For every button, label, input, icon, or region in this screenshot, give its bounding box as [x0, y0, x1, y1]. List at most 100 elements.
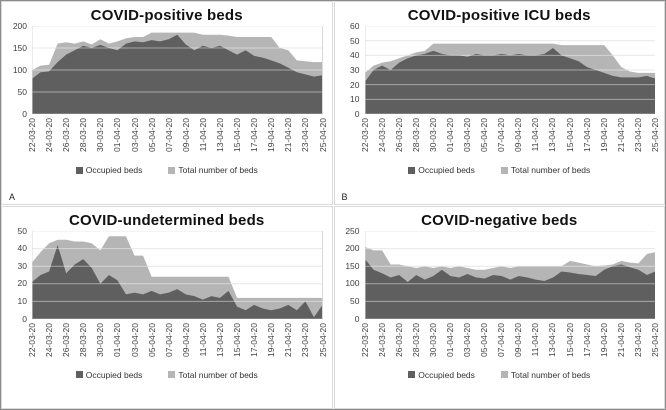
y-tick-label: 20	[17, 278, 27, 289]
y-tick-label: 30	[350, 65, 360, 75]
x-tick-label: 17-04-20	[249, 118, 260, 153]
y-tick-label: 0	[354, 313, 360, 324]
legend-label: Occupied beds	[418, 165, 475, 175]
x-tick-label: 17-04-20	[249, 322, 260, 357]
legend-item-total: Total number of beds	[168, 369, 258, 380]
total-swatch-icon	[500, 371, 508, 378]
x-tick-label: 09-04-20	[513, 322, 524, 357]
y-axis: 0 50 100 150 200 250	[335, 226, 365, 324]
x-tick-label: 17-04-20	[581, 322, 592, 357]
y-tick-label: 100	[12, 65, 27, 75]
x-tick-label: 15-04-20	[564, 118, 575, 153]
x-tick-label: 07-04-20	[496, 322, 507, 357]
x-tick-label: 11-04-20	[530, 118, 541, 152]
x-tick-label: 05-04-20	[479, 118, 490, 153]
y-axis: 0 10 20 30 40 50 60	[335, 21, 365, 119]
x-axis: 22-03-20 24-03-20 26-03-20 28-03-20 30-03-20…	[27, 115, 328, 164]
x-tick-label: 26-03-20	[61, 322, 72, 357]
x-tick-label: 28-03-20	[78, 118, 89, 153]
chart-panel-covid-positive-icu-beds: COVID-positive ICU beds 0 10 20 30 40 50 60 22…	[333, 1, 665, 205]
legend-label: Occupied beds	[418, 369, 475, 380]
chart-panel-covid-positive-beds: COVID-positive beds 0 50 100 150 200 22-03-2…	[1, 1, 333, 205]
x-tick-label: 13-04-20	[547, 118, 558, 153]
x-tick-label: 25-04-20	[650, 118, 660, 153]
x-tick-label: 05-04-20	[479, 322, 490, 357]
legend-label: Total number of beds	[510, 369, 591, 380]
legend-label: Occupied beds	[85, 165, 143, 175]
x-tick-label: 11-04-20	[530, 322, 541, 356]
legend: Occupied beds Total number of beds	[335, 165, 665, 175]
x-tick-label: 09-04-20	[180, 322, 191, 357]
x-tick-label: 11-04-20	[197, 322, 208, 356]
y-tick-label: 0	[354, 109, 360, 119]
x-tick-label: 22-03-20	[27, 118, 37, 153]
x-tick-label: 23-04-20	[300, 118, 311, 153]
y-tick-label: 30	[17, 260, 27, 271]
x-tick-label: 23-04-20	[300, 322, 311, 357]
x-tick-label: 21-04-20	[283, 322, 294, 357]
x-tick-label: 21-04-20	[615, 118, 626, 153]
chart-panel-covid-negative-beds: COVID-negative beds 0 50 100 150 200 250 22-0…	[333, 205, 665, 409]
x-tick-label: 01-04-20	[112, 322, 123, 357]
plot-area	[364, 231, 655, 319]
y-tick-label: 60	[350, 21, 360, 31]
x-tick-label: 21-04-20	[283, 118, 294, 153]
y-tick-label: 250	[345, 225, 360, 236]
x-tick-label: 07-04-20	[163, 118, 174, 153]
total-swatch-icon	[168, 371, 176, 378]
x-tick-label: 13-04-20	[214, 118, 225, 153]
x-tick-label: 01-04-20	[112, 118, 123, 153]
x-tick-label: 01-04-20	[444, 118, 455, 153]
x-tick-label: 26-03-20	[61, 118, 72, 153]
legend-item-occupied: Occupied beds	[75, 165, 143, 175]
x-tick-label: 22-03-20	[27, 322, 37, 357]
y-tick-label: 50	[17, 225, 27, 236]
occupied-beds-area	[364, 48, 655, 114]
occupied-beds-area	[364, 258, 655, 319]
x-tick-label: 24-03-20	[376, 118, 387, 153]
y-tick-label: 150	[345, 260, 360, 271]
x-tick-label: 03-04-20	[462, 118, 473, 153]
x-tick-label: 13-04-20	[547, 322, 558, 357]
panel-letter: B	[341, 191, 348, 202]
chart-title: COVID-undetermined beds	[69, 211, 265, 229]
total-swatch-icon	[500, 166, 508, 174]
legend-item-occupied: Occupied beds	[75, 370, 142, 380]
x-tick-label: 19-04-20	[598, 322, 609, 357]
legend: Occupied beds Total number of beds	[2, 165, 332, 175]
total-swatch-icon	[168, 166, 176, 174]
legend-item-occupied: Occupied beds	[408, 165, 475, 175]
x-tick-label: 01-04-20	[444, 322, 455, 357]
y-tick-label: 0	[22, 109, 27, 119]
legend-item-occupied: Occupied beds	[408, 370, 475, 380]
x-tick-label: 30-03-20	[95, 322, 106, 357]
y-tick-label: 0	[22, 313, 27, 324]
x-tick-label: 28-03-20	[410, 322, 421, 357]
x-axis: 22-03-20 24-03-20 26-03-20 28-03-20 30-03-20…	[27, 320, 328, 369]
legend-item-total: Total number of beds	[500, 165, 590, 175]
y-tick-label: 200	[345, 243, 360, 254]
occupied-swatch-icon	[75, 166, 83, 174]
x-tick-label: 11-04-20	[197, 118, 208, 152]
y-tick-label: 200	[12, 21, 27, 31]
x-tick-label: 19-04-20	[266, 118, 277, 153]
x-axis: 22-03-20 24-03-20 26-03-20 28-03-20 30-03-20…	[360, 320, 661, 369]
x-tick-label: 30-03-20	[427, 322, 438, 357]
x-tick-label: 25-04-20	[317, 118, 328, 153]
x-tick-label: 22-03-20	[359, 118, 370, 153]
x-tick-label: 13-04-20	[214, 322, 225, 357]
x-tick-label: 24-03-20	[376, 322, 387, 357]
legend-label: Total number of beds	[178, 369, 258, 380]
x-tick-label: 23-04-20	[632, 118, 643, 153]
x-tick-label: 30-03-20	[427, 118, 438, 153]
y-tick-label: 100	[345, 278, 360, 289]
legend-label: Total number of beds	[178, 165, 258, 175]
occupied-swatch-icon	[408, 166, 416, 174]
x-tick-label: 26-03-20	[393, 322, 404, 357]
x-tick-label: 26-03-20	[393, 118, 404, 153]
y-tick-label: 50	[350, 295, 360, 306]
x-tick-label: 24-03-20	[44, 118, 55, 153]
chart-panel-covid-undetermined-beds: COVID-undetermined beds 0 10 20 30 40 50 22-0…	[1, 205, 333, 409]
chart-title: COVID-negative beds	[421, 211, 578, 229]
